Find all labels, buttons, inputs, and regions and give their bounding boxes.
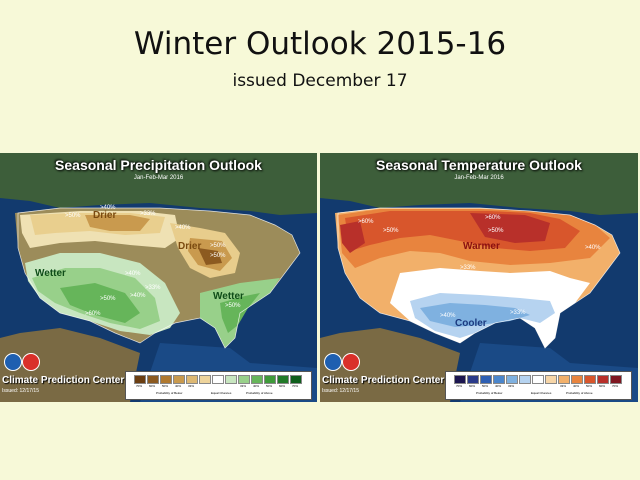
legend-swatch: [199, 375, 211, 384]
percent-label: >50%: [100, 296, 116, 302]
percent-label: >40%: [175, 225, 191, 231]
region-label-drier-north: Drier: [93, 210, 117, 221]
percent-label: >40%: [585, 245, 601, 251]
legend-normal-caption: Equal Chances: [211, 391, 232, 395]
region-label-wetter-west: Wetter: [35, 268, 66, 279]
cpc-footer: Climate Prediction Center: [2, 375, 125, 386]
percent-label: >33%: [510, 310, 526, 316]
legend-swatch: [545, 375, 557, 384]
percent-label: >60%: [485, 215, 501, 221]
noaa-logo-icon: [4, 353, 22, 371]
legend-swatch: [173, 375, 185, 384]
legend-swatch: [493, 375, 505, 384]
legend-swatch: [264, 375, 276, 384]
percent-label: >50%: [383, 228, 399, 234]
percent-label: >40%: [130, 293, 146, 299]
legend-swatch: [519, 375, 531, 384]
nws-logo-icon: [342, 353, 360, 371]
legend-swatch: [290, 375, 302, 384]
legend-swatch: [251, 375, 263, 384]
legend-swatch: [212, 375, 224, 384]
legend-swatch: [480, 375, 492, 384]
legend-swatch: [571, 375, 583, 384]
legend-normal-caption: Equal Chances: [531, 391, 552, 395]
legend-swatch: [584, 375, 596, 384]
legend-above-caption: Probability of Above: [566, 391, 593, 395]
percent-label: >60%: [85, 311, 101, 317]
legend-percent: 33%: [507, 384, 514, 388]
cpc-footer: Climate Prediction Center: [322, 375, 445, 386]
legend-percent: 50%: [481, 384, 488, 388]
legend-swatch: [186, 375, 198, 384]
percent-label: >33%: [460, 265, 476, 271]
temperature-outlook-map: Seasonal Temperature Outlook Jan-Feb-Mar…: [320, 153, 638, 402]
legend-swatch: [467, 375, 479, 384]
legend-percent: 50%: [265, 384, 272, 388]
legend-swatch: [454, 375, 466, 384]
legend-swatch: [597, 375, 609, 384]
legend-swatch: [610, 375, 622, 384]
temperature-map-title: Seasonal Temperature Outlook: [376, 157, 582, 173]
legend-swatch: [147, 375, 159, 384]
legend-percent: 50%: [585, 384, 592, 388]
percent-label: >50%: [65, 213, 81, 219]
issued-date: Issued: 12/17/15: [322, 388, 359, 394]
region-label-wetter-southeast: Wetter: [213, 291, 244, 302]
percent-label: >33%: [520, 278, 536, 284]
percent-label: >50%: [210, 253, 226, 259]
percent-label: >50%: [488, 228, 504, 234]
legend-swatch: [532, 375, 544, 384]
legend-below-caption: Probability of Below: [476, 391, 503, 395]
issued-date: Issued: 12/17/15: [2, 388, 39, 394]
slide-subtitle: issued December 17: [232, 71, 408, 91]
percent-label: >33%: [140, 211, 156, 217]
precipitation-legend: 70% 60% 50% 40% 33% 33% 40% 50% 60% 70% Probabilit…: [125, 371, 312, 400]
legend-percent: 70%: [611, 384, 618, 388]
legend-percent: 40%: [174, 384, 181, 388]
percent-label: >33%: [145, 285, 161, 291]
legend-above-caption: Probability of Above: [246, 391, 273, 395]
slide-title: Winter Outlook 2015-16: [133, 26, 507, 62]
legend-percent: 40%: [494, 384, 501, 388]
precipitation-map-period: Jan-Feb-Mar 2016: [133, 175, 184, 181]
legend-below-caption: Probability of Below: [156, 391, 183, 395]
legend-percent: 33%: [187, 384, 194, 388]
precipitation-outlook-map: Seasonal Precipitation Outlook Jan-Feb-M…: [0, 153, 317, 402]
legend-swatch: [506, 375, 518, 384]
legend-percent: 70%: [455, 384, 462, 388]
noaa-logo-icon: [324, 353, 342, 371]
legend-swatch: [277, 375, 289, 384]
temperature-map-graphic: [320, 153, 638, 402]
legend-percent: 33%: [559, 384, 566, 388]
legend-percent: 50%: [161, 384, 168, 388]
legend-swatch: [160, 375, 172, 384]
legend-percent: 40%: [572, 384, 579, 388]
region-label-drier-ohio: Drier: [178, 241, 202, 252]
legend-percent: 60%: [598, 384, 605, 388]
region-label-cooler: Cooler: [455, 318, 487, 329]
temperature-legend: 70% 60% 50% 40% 33% 33% 40% 50% 60% 70% Probabilit…: [445, 371, 632, 400]
percent-label: >50%: [210, 243, 226, 249]
nws-logo-icon: [22, 353, 40, 371]
legend-percent: 60%: [278, 384, 285, 388]
legend-swatch: [238, 375, 250, 384]
legend-percent: 70%: [291, 384, 298, 388]
legend-swatch: [558, 375, 570, 384]
region-label-warmer: Warmer: [463, 241, 500, 252]
percent-label: >60%: [358, 219, 374, 225]
legend-percent: 60%: [148, 384, 155, 388]
legend-percent: 33%: [239, 384, 246, 388]
precipitation-map-title: Seasonal Precipitation Outlook: [55, 157, 262, 173]
legend-percent: 60%: [468, 384, 475, 388]
percent-label: >40%: [125, 271, 141, 277]
temperature-map-period: Jan-Feb-Mar 2016: [454, 175, 504, 181]
legend-swatch: [225, 375, 237, 384]
percent-label: >40%: [100, 205, 116, 211]
legend-percent: 40%: [252, 384, 259, 388]
percent-label: >40%: [440, 313, 456, 319]
percent-label: >50%: [225, 303, 241, 309]
legend-swatch: [134, 375, 146, 384]
legend-percent: 70%: [135, 384, 142, 388]
